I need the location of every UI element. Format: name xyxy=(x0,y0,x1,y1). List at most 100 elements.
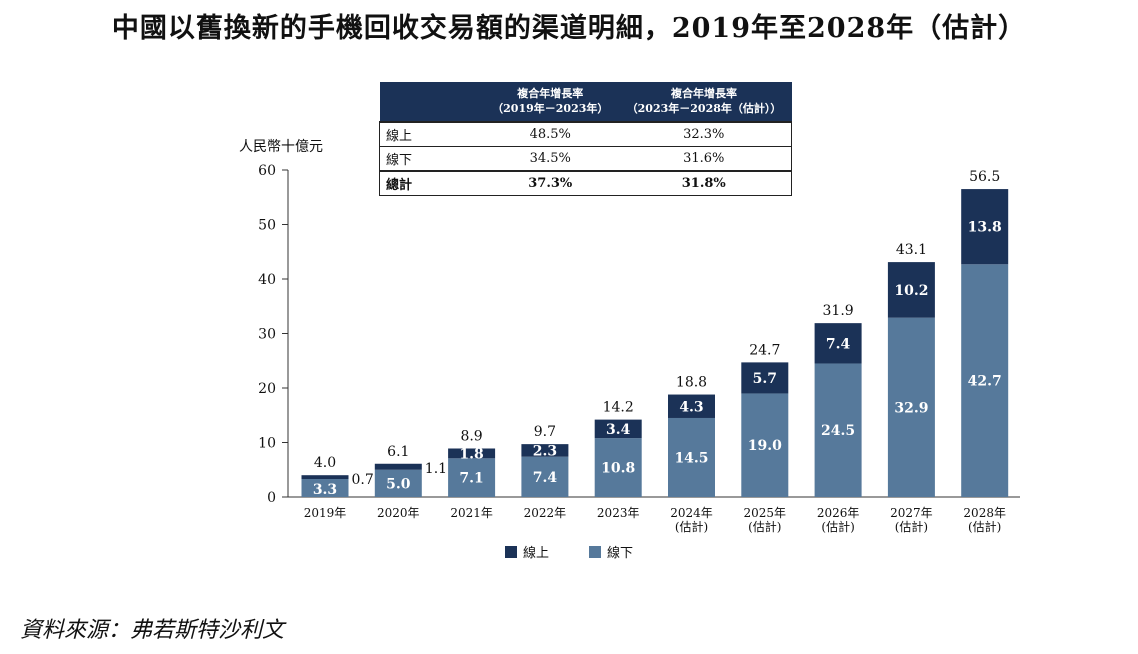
data-label-online: 1.1 xyxy=(425,461,447,477)
y-axis-unit-label: 人民幣十億元 xyxy=(239,139,323,155)
data-label-online: 0.7 xyxy=(352,472,374,488)
data-label-total: 8.9 xyxy=(460,428,482,444)
cagr-header-2019-2023: 複合年增長率 （2019年－2023年） xyxy=(484,82,617,122)
data-label-online: 1.8 xyxy=(459,446,483,462)
legend-swatch-online xyxy=(504,545,517,558)
bar-offline xyxy=(594,438,642,497)
y-tick-label: 30 xyxy=(258,327,276,343)
data-label-offline: 32.9 xyxy=(894,400,928,416)
y-tick-label: 40 xyxy=(258,272,276,288)
data-label-online: 2.3 xyxy=(533,443,557,459)
x-tick-label: (估計) xyxy=(675,519,708,534)
data-label-total: 24.7 xyxy=(749,342,780,358)
data-label-online: 7.4 xyxy=(826,336,851,352)
data-label-online: 3.4 xyxy=(606,422,631,438)
x-tick-label: 2022年 xyxy=(524,506,567,520)
data-label-total: 9.7 xyxy=(534,424,556,440)
cagr-value: 31.8% xyxy=(616,170,792,196)
row-label-online: 線上 xyxy=(379,121,484,147)
bar-offline xyxy=(374,469,422,497)
x-tick-label: 2019年 xyxy=(304,506,347,520)
legend-swatch-offline xyxy=(589,545,601,558)
data-label-offline: 10.8 xyxy=(601,461,635,477)
bar-offline xyxy=(961,264,1009,497)
data-label-offline: 19.0 xyxy=(748,438,782,454)
data-label-offline: 7.1 xyxy=(459,471,483,487)
x-tick-label: 2020年 xyxy=(377,506,420,520)
x-tick-label: (估計) xyxy=(748,519,781,534)
data-label-online: 5.7 xyxy=(753,371,777,387)
data-label-offline: 24.5 xyxy=(821,423,855,439)
x-tick-label: (估計) xyxy=(821,519,854,534)
y-tick-label: 20 xyxy=(258,381,276,397)
data-label-offline: 14.5 xyxy=(674,450,708,466)
bar-online xyxy=(741,362,789,394)
bar-online xyxy=(594,419,642,439)
x-tick-label: 2025年 xyxy=(744,506,787,520)
chart-title: 中國以舊換新的手機回收交易額的渠道明細，2019年至2028年（估計） xyxy=(111,13,1027,44)
cagr-value: 31.6% xyxy=(616,146,792,172)
bar-offline xyxy=(521,456,569,497)
data-label-total: 18.8 xyxy=(676,375,707,391)
data-label-total: 56.5 xyxy=(969,169,1000,185)
bar-online xyxy=(374,463,422,470)
data-label-online: 4.3 xyxy=(679,399,703,415)
x-tick-label: 2024年 xyxy=(670,506,713,520)
data-label-total: 6.1 xyxy=(387,444,409,460)
legend-item-offline: 線下 xyxy=(589,542,633,561)
x-tick-label: (估計) xyxy=(968,519,1001,534)
legend: 線上 線下 xyxy=(0,542,1138,561)
bar-online xyxy=(668,394,715,418)
cagr-table: 複合年增長率 （2019年－2023年） 複合年增長率 （2023年－2028年… xyxy=(379,82,792,196)
cagr-value: 48.5% xyxy=(484,121,617,147)
y-tick-label: 0 xyxy=(267,490,276,506)
x-tick-label: 2028年 xyxy=(963,506,1006,520)
data-label-total: 14.2 xyxy=(603,400,634,416)
bar-offline xyxy=(814,363,862,497)
bar-online xyxy=(814,323,862,364)
data-label-online: 13.8 xyxy=(968,220,1002,236)
cagr-header-line: 複合年增長率 xyxy=(517,87,584,100)
cagr-header-blank xyxy=(379,82,484,122)
cagr-value: 34.5% xyxy=(484,146,617,172)
bar-online xyxy=(448,448,496,459)
x-tick-label: 2023年 xyxy=(597,506,640,520)
legend-item-online: 線上 xyxy=(504,542,549,561)
data-label-total: 31.9 xyxy=(823,303,854,319)
data-label-offline: 3.3 xyxy=(313,482,337,498)
x-tick-label: 2026年 xyxy=(817,506,860,520)
y-tick-label: 50 xyxy=(258,218,276,234)
data-label-total: 4.0 xyxy=(314,455,336,471)
row-label-total: 總計 xyxy=(379,170,484,196)
cagr-header-2023-2028: 複合年增長率 （2023年－2028年（估計）） xyxy=(616,82,792,122)
legend-label: 線下 xyxy=(607,546,634,561)
table-row: 線下 34.5% 31.6% xyxy=(379,146,792,172)
table-row: 總計 37.3% 31.8% xyxy=(379,170,792,196)
y-tick-label: 10 xyxy=(258,436,276,452)
data-label-total: 43.1 xyxy=(896,242,927,258)
table-row: 線上 48.5% 32.3% xyxy=(379,121,792,147)
cagr-value: 37.3% xyxy=(484,170,617,196)
bar-offline xyxy=(887,317,935,497)
bar-offline xyxy=(448,458,496,497)
bar-offline xyxy=(741,393,789,497)
cagr-header-line: （2019年－2023年） xyxy=(492,102,609,115)
bar-online xyxy=(961,189,1009,265)
cagr-header-line: （2023年－2028年（估計）） xyxy=(626,102,782,115)
data-label-offline: 7.4 xyxy=(533,470,558,486)
legend-label: 線上 xyxy=(522,546,549,561)
x-tick-label: (估計) xyxy=(895,519,928,534)
source-note: 資料來源：弗若斯特沙利文 xyxy=(20,618,285,643)
data-label-online: 10.2 xyxy=(894,283,928,299)
x-tick-label: 2027年 xyxy=(890,506,933,520)
row-label-offline: 線下 xyxy=(379,146,484,172)
bar-online xyxy=(521,444,569,457)
bar-offline xyxy=(301,479,349,497)
cagr-header-line: 複合年增長率 xyxy=(671,87,737,100)
y-tick-label: 60 xyxy=(258,163,276,179)
bar-offline xyxy=(668,417,715,497)
bar-online xyxy=(301,475,349,480)
data-label-offline: 42.7 xyxy=(968,374,1002,390)
bar-online xyxy=(887,262,935,318)
